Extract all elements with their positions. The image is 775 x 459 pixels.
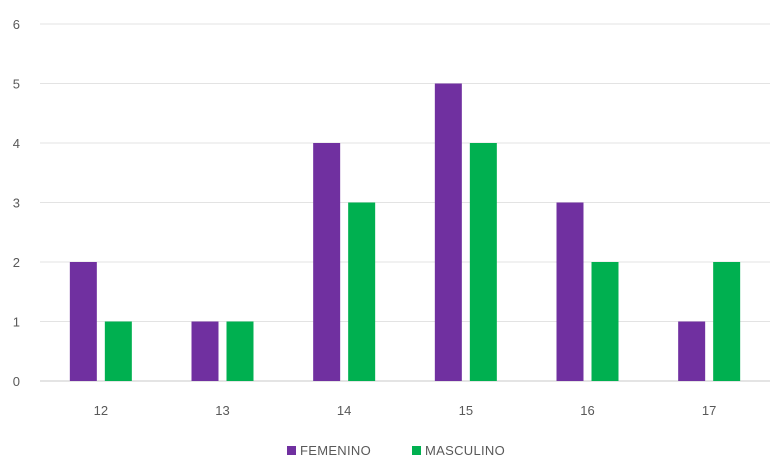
legend: FEMENINO MASCULINO — [287, 443, 505, 458]
bar-masculino-15 — [469, 143, 497, 381]
y-tick-label: 4 — [13, 136, 20, 151]
y-tick-label: 0 — [13, 374, 20, 389]
bar-femenino-17 — [678, 321, 706, 381]
bar-femenino-15 — [434, 83, 462, 381]
legend-swatch-masculino — [412, 446, 421, 455]
x-tick-label: 12 — [94, 403, 108, 418]
gridlines — [40, 23, 770, 382]
x-tick-label: 17 — [702, 403, 716, 418]
bar-masculino-13 — [226, 321, 254, 381]
y-tick-label: 5 — [13, 77, 20, 92]
x-tick-label: 14 — [337, 403, 351, 418]
y-tick-label: 2 — [13, 255, 20, 270]
x-tick-label: 15 — [459, 403, 473, 418]
y-tick-label: 3 — [13, 196, 20, 211]
legend-label-femenino: FEMENINO — [300, 443, 371, 458]
bar-femenino-16 — [556, 202, 584, 381]
bar-masculino-12 — [104, 321, 132, 381]
legend-label-masculino: MASCULINO — [425, 443, 505, 458]
bar-masculino-17 — [713, 262, 741, 381]
x-axis-ticks: 12 13 14 15 16 17 — [94, 403, 717, 418]
y-tick-label: 1 — [13, 315, 20, 330]
bar-femenino-13 — [191, 321, 219, 381]
bars — [69, 83, 741, 381]
bar-femenino-12 — [69, 262, 97, 381]
bar-masculino-14 — [348, 202, 376, 381]
bar-femenino-14 — [313, 143, 341, 381]
x-tick-label: 13 — [215, 403, 229, 418]
y-axis-ticks: 0 1 2 3 4 5 6 — [13, 17, 20, 389]
x-tick-label: 16 — [580, 403, 594, 418]
y-tick-label: 6 — [13, 17, 20, 32]
bar-masculino-16 — [591, 262, 619, 381]
legend-swatch-femenino — [287, 446, 296, 455]
